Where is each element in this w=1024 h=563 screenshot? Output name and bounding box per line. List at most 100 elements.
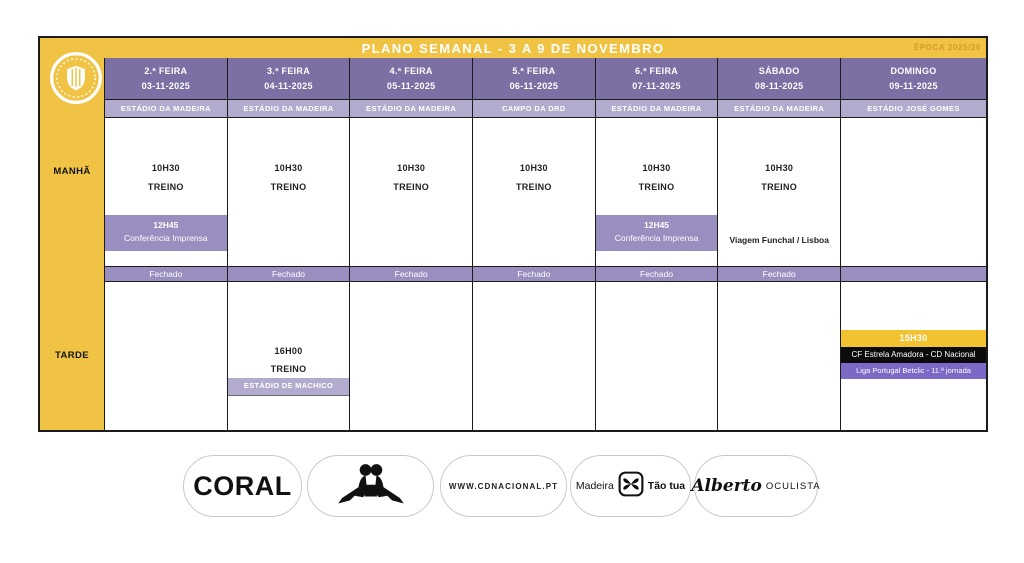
madeira-label: Madeira	[575, 480, 614, 492]
page-title: PLANO SEMANAL - 3 A 9 DE NOVEMBRO	[361, 40, 665, 56]
venue-bar: ESTÁDIO DA MADEIRA	[227, 100, 350, 118]
venue-bar: CAMPO DA DRD	[473, 100, 595, 118]
schedule-board: PLANO SEMANAL - 3 A 9 DE NOVEMBRO ÉPOCA …	[38, 36, 988, 432]
day-date: 06-11-2025	[509, 81, 559, 91]
day-name: 2.ª FEIRA	[144, 66, 188, 76]
venue-bar: ESTÁDIO DA MADEIRA	[595, 100, 718, 118]
closed-bar: Fechado	[227, 267, 350, 282]
venue-bar: ESTÁDIO DA MADEIRA	[105, 100, 227, 118]
venue-bar: ESTÁDIO DA MADEIRA	[718, 100, 841, 118]
day-column-thursday: 5.ª FEIRA 06-11-2025 CAMPO DA DRD 10H30 …	[472, 58, 595, 430]
afternoon-cell	[105, 282, 227, 429]
day-column-sunday: DOMINGO 09-11-2025 ESTÁDIO JOSÉ GOMES 15…	[840, 58, 987, 430]
day-header: 2.ª FEIRA 03-11-2025	[105, 58, 227, 100]
sponsor-kappa	[307, 455, 434, 517]
day-date: 05-11-2025	[386, 81, 436, 91]
sponsor-madeira-taotua: Madeira Tão tua	[570, 455, 691, 517]
afternoon-cell	[473, 282, 595, 429]
afternoon-cell: 16H00 TREINO ESTÁDIO DE MACHICO	[227, 282, 350, 429]
day-date: 08-11-2025	[754, 81, 804, 91]
morning-cell: 10H30 TREINO	[350, 118, 473, 267]
closed-bar: Fechado	[105, 267, 227, 282]
oculista-label: OCULISTA	[765, 480, 821, 492]
event-label: Conferência Imprensa	[124, 233, 208, 243]
morning-time: 10H30	[274, 163, 303, 173]
sponsor-website: WWW.CDNACIONAL.PT	[440, 455, 567, 517]
afternoon-time: 16H00	[274, 346, 303, 356]
coral-logo-text: CORAL	[193, 470, 292, 501]
match-fixture-bar: CF Estrela Amadora - CD Nacional	[841, 347, 987, 363]
day-header: 3.ª FEIRA 04-11-2025	[227, 58, 350, 100]
day-header: SÁBADO 08-11-2025	[718, 58, 841, 100]
taotua-label: Tão tua	[647, 480, 686, 492]
closed-bar	[841, 267, 987, 282]
match-competition-bar: Liga Portugal Betclic - 11.ª jornada	[841, 363, 987, 379]
day-name: SÁBADO	[758, 66, 800, 76]
morning-time: 10H30	[151, 163, 180, 173]
sponsor-alberto-oculista: Alberto OCULISTA	[691, 455, 821, 517]
day-name: 4.ª FEIRA	[389, 66, 433, 76]
title-bar: PLANO SEMANAL - 3 A 9 DE NOVEMBRO ÉPOCA …	[40, 38, 986, 58]
morning-time: 10H30	[642, 163, 671, 173]
day-column-wednesday: 4.ª FEIRA 05-11-2025 ESTÁDIO DA MADEIRA …	[349, 58, 473, 430]
row-label-afternoon: TARDE	[54, 350, 90, 361]
club-crest-icon	[48, 50, 104, 111]
match-time-bar: 15H30	[841, 330, 987, 347]
day-name: 5.ª FEIRA	[512, 66, 556, 76]
afternoon-cell	[350, 282, 473, 429]
day-header: 6.ª FEIRA 07-11-2025	[595, 58, 718, 100]
season-label: ÉPOCA 2025/26	[913, 43, 981, 52]
day-header: 5.ª FEIRA 06-11-2025	[473, 58, 595, 100]
morning-time: 10H30	[519, 163, 548, 173]
morning-cell: 10H30 TREINO	[227, 118, 350, 267]
morning-activity: TREINO	[761, 182, 798, 192]
afternoon-cell: 15H30 CF Estrela Amadora - CD Nacional L…	[841, 282, 987, 429]
afternoon-cell	[718, 282, 841, 429]
afternoon-venue-bar: ESTÁDIO DE MACHICO	[227, 378, 350, 396]
website-label: WWW.CDNACIONAL.PT	[448, 481, 559, 491]
morning-time: 10H30	[765, 163, 794, 173]
closed-bar: Fechado	[473, 267, 595, 282]
day-header: 4.ª FEIRA 05-11-2025	[350, 58, 473, 100]
day-name: DOMINGO	[890, 66, 937, 76]
closed-bar: Fechado	[350, 267, 473, 282]
day-date: 07-11-2025	[632, 81, 681, 91]
day-column-saturday: SÁBADO 08-11-2025 ESTÁDIO DA MADEIRA 10H…	[717, 58, 841, 430]
event-time: 12H45	[153, 220, 179, 230]
morning-activity: TREINO	[638, 182, 675, 192]
morning-time: 10H30	[397, 163, 426, 173]
morning-activity: TREINO	[147, 182, 184, 192]
alberto-script-label: Alberto	[691, 476, 762, 496]
morning-cell	[841, 118, 987, 267]
day-date: 03-11-2025	[141, 81, 191, 91]
day-column-friday: 6.ª FEIRA 07-11-2025 ESTÁDIO DA MADEIRA …	[594, 58, 718, 430]
morning-cell: 10H30 TREINO	[473, 118, 595, 267]
schedule-grid: MANHÃ TARDE 2.ª FEIRA 03-11-2025 ESTÁDIO…	[40, 58, 987, 430]
day-name: 6.ª FEIRA	[635, 66, 679, 76]
venue-bar: ESTÁDIO DA MADEIRA	[350, 100, 473, 118]
morning-activity: TREINO	[515, 182, 552, 192]
venue-bar: ESTÁDIO JOSÉ GOMES	[841, 100, 987, 118]
madeira-emblem-icon	[618, 471, 644, 502]
morning-cell: 10H30 TREINO 12H45 Conferência Imprensa	[105, 118, 227, 267]
morning-activity: TREINO	[270, 182, 307, 192]
closed-bar: Fechado	[718, 267, 841, 282]
day-header: DOMINGO 09-11-2025	[841, 58, 987, 100]
day-column-tuesday: 3.ª FEIRA 04-11-2025 ESTÁDIO DA MADEIRA …	[226, 58, 350, 430]
travel-note: Viagem Funchal / Lisboa	[729, 235, 829, 245]
day-name: 3.ª FEIRA	[266, 66, 311, 76]
event-time: 12H45	[643, 220, 670, 230]
morning-cell: 10H30 TREINO Viagem Funchal / Lisboa	[718, 118, 841, 267]
closed-bar: Fechado	[595, 267, 718, 282]
day-date: 09-11-2025	[889, 81, 938, 91]
event-label: Conferência Imprensa	[614, 233, 699, 243]
afternoon-cell	[595, 282, 718, 429]
day-date: 04-11-2025	[264, 81, 313, 91]
morning-cell: 10H30 TREINO 12H45 Conferência Imprensa	[595, 118, 718, 267]
morning-activity: TREINO	[393, 182, 430, 192]
press-conference-block: 12H45 Conferência Imprensa	[105, 215, 227, 251]
row-label-column: MANHÃ TARDE	[40, 58, 104, 430]
afternoon-activity: TREINO	[270, 364, 307, 374]
day-column-monday: 2.ª FEIRA 03-11-2025 ESTÁDIO DA MADEIRA …	[104, 58, 227, 430]
